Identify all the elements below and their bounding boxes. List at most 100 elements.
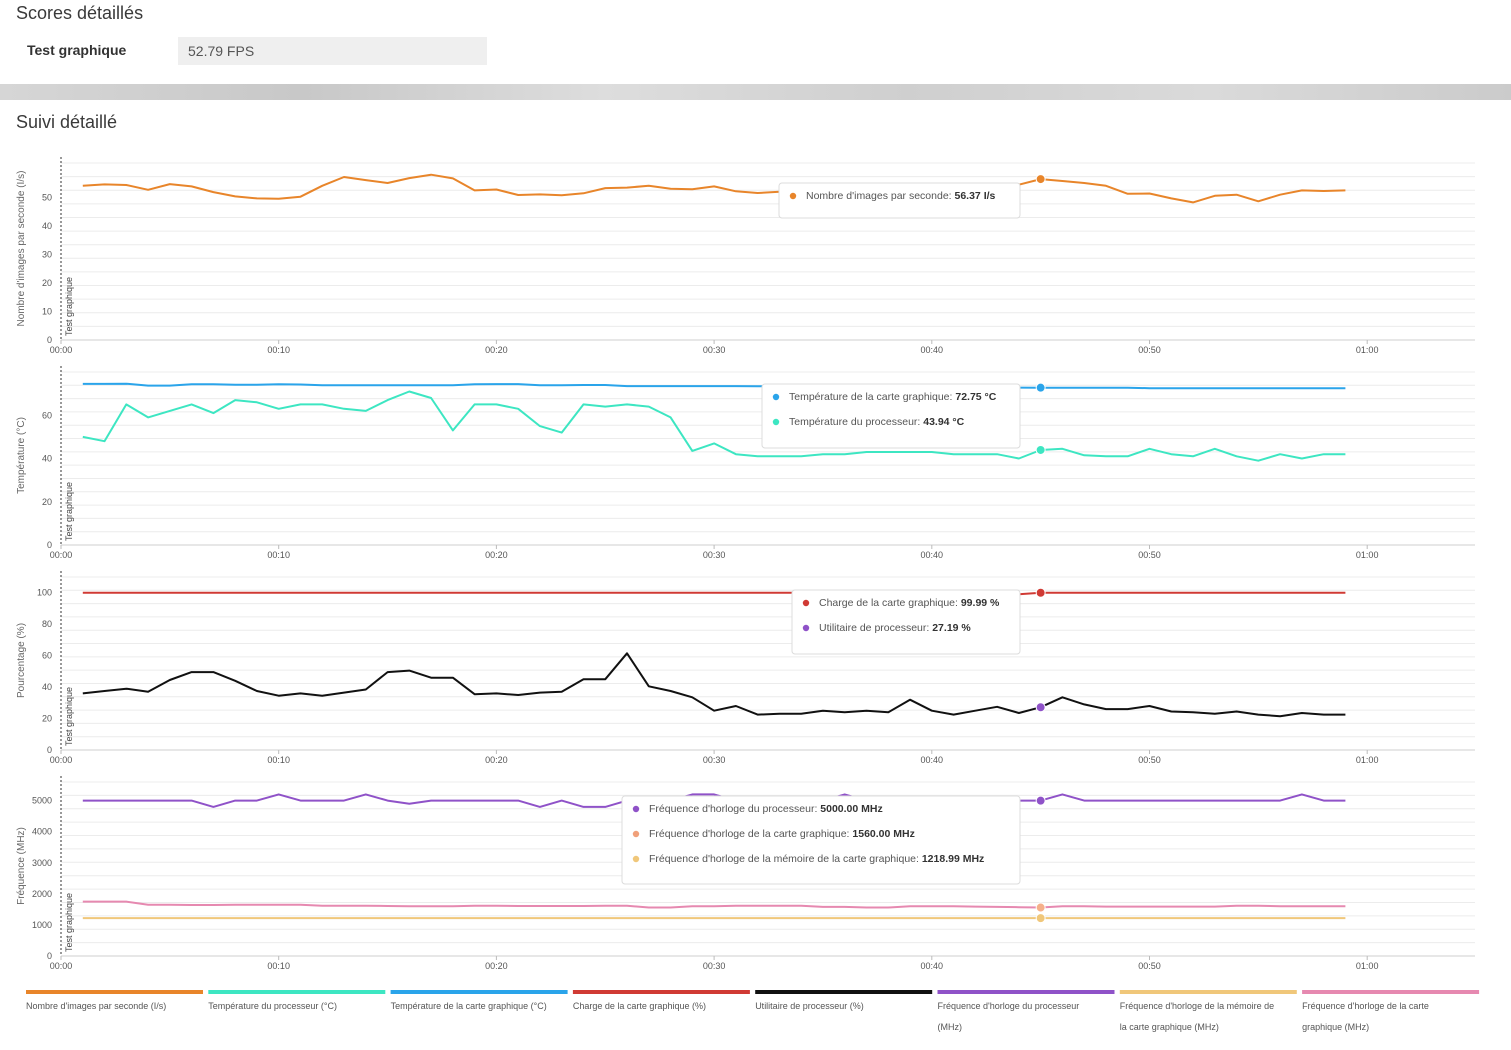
x-tick-label: 00:00 xyxy=(50,961,73,971)
y-axis-label: Pourcentage (%) xyxy=(16,623,27,698)
legend-label: Fréquence d'horloge de la carte xyxy=(1302,1001,1429,1011)
tooltip: Nombre d'images par seconde: 56.37 I/s xyxy=(778,182,1021,219)
x-tick-label: 00:10 xyxy=(267,755,290,765)
y-axis-label: Fréquence (MHz) xyxy=(16,827,27,905)
chart-panel-3: 0 1000 2000 3000 4000 5000 00:00 00:10 00:20 00:3… xyxy=(16,776,1475,971)
tooltip-box xyxy=(791,589,1021,655)
y-tick-label: 20 xyxy=(42,497,52,507)
scores-title: Scores détaillés xyxy=(16,3,144,23)
legend-label: Fréquence d'horloge du processeur xyxy=(938,1001,1080,1011)
tooltip-text: Nombre d'images par seconde: 56.37 I/s xyxy=(806,190,996,202)
legend-label: Nombre d'images par seconde (I/s) xyxy=(26,1001,166,1011)
tooltip-box xyxy=(761,383,1021,449)
x-tick-label: 00:00 xyxy=(50,345,73,355)
y-tick-label: 20 xyxy=(42,714,52,724)
series-line-cpu_util xyxy=(82,652,1346,718)
hover-point xyxy=(1035,702,1046,713)
y-axis-label: Température (°C) xyxy=(16,417,27,494)
series-line-cpu_temp xyxy=(82,390,1346,462)
y-tick-label: 1000 xyxy=(32,920,52,930)
tooltip-text: Fréquence d'horloge du processeur: 5000.… xyxy=(649,803,883,815)
y-tick-label: 5000 xyxy=(32,796,52,806)
tooltip-dot xyxy=(802,599,810,607)
hover-point xyxy=(1035,587,1046,598)
test-marker-label: Test graphique xyxy=(64,482,74,541)
x-tick-label: 00:00 xyxy=(50,755,73,765)
legend-swatch-fps xyxy=(26,990,203,994)
tooltip-text: Fréquence d'horloge de la mémoire de la … xyxy=(649,853,984,865)
y-tick-label: 40 xyxy=(42,682,52,692)
y-tick-label: 60 xyxy=(42,410,52,420)
tooltip-label: Température du processeur: xyxy=(789,416,923,428)
tooltip-label: Nombre d'images par seconde: xyxy=(806,190,955,202)
x-tick-label: 00:50 xyxy=(1138,961,1161,971)
tooltip-value: 1218.99 MHz xyxy=(922,853,984,865)
legend: Nombre d'images par seconde (I/s) Tempéra… xyxy=(26,990,1480,1032)
chart-panel-0: 0 10 20 30 40 50 00:00 00:10 00:20 00:30 00:40 00:5… xyxy=(16,157,1475,355)
x-tick-label: 00:20 xyxy=(485,345,508,355)
x-tick-label: 00:00 xyxy=(50,550,73,560)
legend-swatch-gpu_load xyxy=(572,990,750,994)
hover-point xyxy=(1035,174,1046,185)
tooltip-dot xyxy=(802,624,810,632)
tooltip-text: Fréquence d'horloge de la carte graphiqu… xyxy=(649,828,915,840)
section-separator xyxy=(0,84,1511,100)
y-axis-label: Nombre d'images par seconde (I/s) xyxy=(16,171,27,327)
y-tick-label: 30 xyxy=(42,249,52,259)
score-label: Test graphique xyxy=(27,42,127,58)
y-tick-label: 50 xyxy=(42,192,52,202)
series-line-gpu_clock xyxy=(82,900,1346,909)
hover-point xyxy=(1035,382,1046,393)
hover-point xyxy=(1035,902,1046,913)
tooltip-value: 72.75 °C xyxy=(955,391,996,403)
y-tick-label: 40 xyxy=(42,221,52,231)
series-line-fps xyxy=(82,173,1346,204)
x-tick-label: 01:00 xyxy=(1356,755,1379,765)
x-tick-label: 00:50 xyxy=(1138,550,1161,560)
legend-swatch-cpu_temp xyxy=(208,990,386,994)
chart-panel-1: 0 20 40 60 00:00 00:10 00:20 00:30 00:40 00:50 01:… xyxy=(16,366,1475,560)
y-tick-label: 0 xyxy=(47,540,52,550)
tooltip-label: Fréquence d'horloge de la carte graphiqu… xyxy=(649,828,852,840)
legend-label: la carte graphique (MHz) xyxy=(1120,1022,1219,1032)
x-tick-label: 00:30 xyxy=(703,550,726,560)
y-tick-label: 0 xyxy=(47,745,52,755)
series-line-gpu_load xyxy=(82,591,1346,596)
x-tick-label: 01:00 xyxy=(1356,550,1379,560)
legend-swatch-cpu_clock xyxy=(937,990,1115,994)
tooltip-value: 5000.00 MHz xyxy=(820,803,882,815)
x-tick-label: 00:40 xyxy=(921,961,944,971)
legend-swatch-gpu_temp xyxy=(390,990,568,994)
y-tick-label: 80 xyxy=(42,619,52,629)
tooltip-value: 99.99 % xyxy=(961,597,1000,609)
tooltip-label: Charge de la carte graphique: xyxy=(819,597,961,609)
tooltip-dot xyxy=(632,855,640,863)
tooltip-text: Température du processeur: 43.94 °C xyxy=(789,416,965,428)
tooltip-value: 56.37 I/s xyxy=(955,190,996,202)
tooltip: Charge de la carte graphique: 99.99 % Uti… xyxy=(791,589,1021,655)
y-tick-label: 0 xyxy=(47,951,52,961)
legend-label: graphique (MHz) xyxy=(1302,1022,1369,1032)
legend-label: (MHz) xyxy=(938,1022,963,1032)
tooltip-box xyxy=(621,795,1021,885)
y-tick-label: 4000 xyxy=(32,827,52,837)
legend-label: Utilitaire de processeur (%) xyxy=(755,1001,864,1011)
legend-swatch-mem_clock xyxy=(1119,990,1297,994)
x-tick-label: 00:20 xyxy=(485,755,508,765)
hover-point xyxy=(1035,444,1046,455)
test-marker-label: Test graphique xyxy=(64,277,74,336)
legend-swatch-gpu_clock xyxy=(1302,990,1480,994)
x-tick-label: 00:40 xyxy=(921,755,944,765)
x-tick-label: 00:30 xyxy=(703,345,726,355)
x-tick-label: 00:20 xyxy=(485,961,508,971)
legend-label: Charge de la carte graphique (%) xyxy=(573,1001,706,1011)
y-tick-label: 20 xyxy=(42,278,52,288)
tooltip-dot xyxy=(632,805,640,813)
tooltip-label: Fréquence d'horloge de la mémoire de la … xyxy=(649,853,922,865)
scores-panel: Scores détaillés Test graphique 52.79 FP… xyxy=(0,0,1511,84)
tooltip-text: Température de la carte graphique: 72.75… xyxy=(789,391,997,403)
x-tick-label: 00:10 xyxy=(267,345,290,355)
y-tick-label: 3000 xyxy=(32,858,52,868)
x-tick-label: 00:40 xyxy=(921,550,944,560)
